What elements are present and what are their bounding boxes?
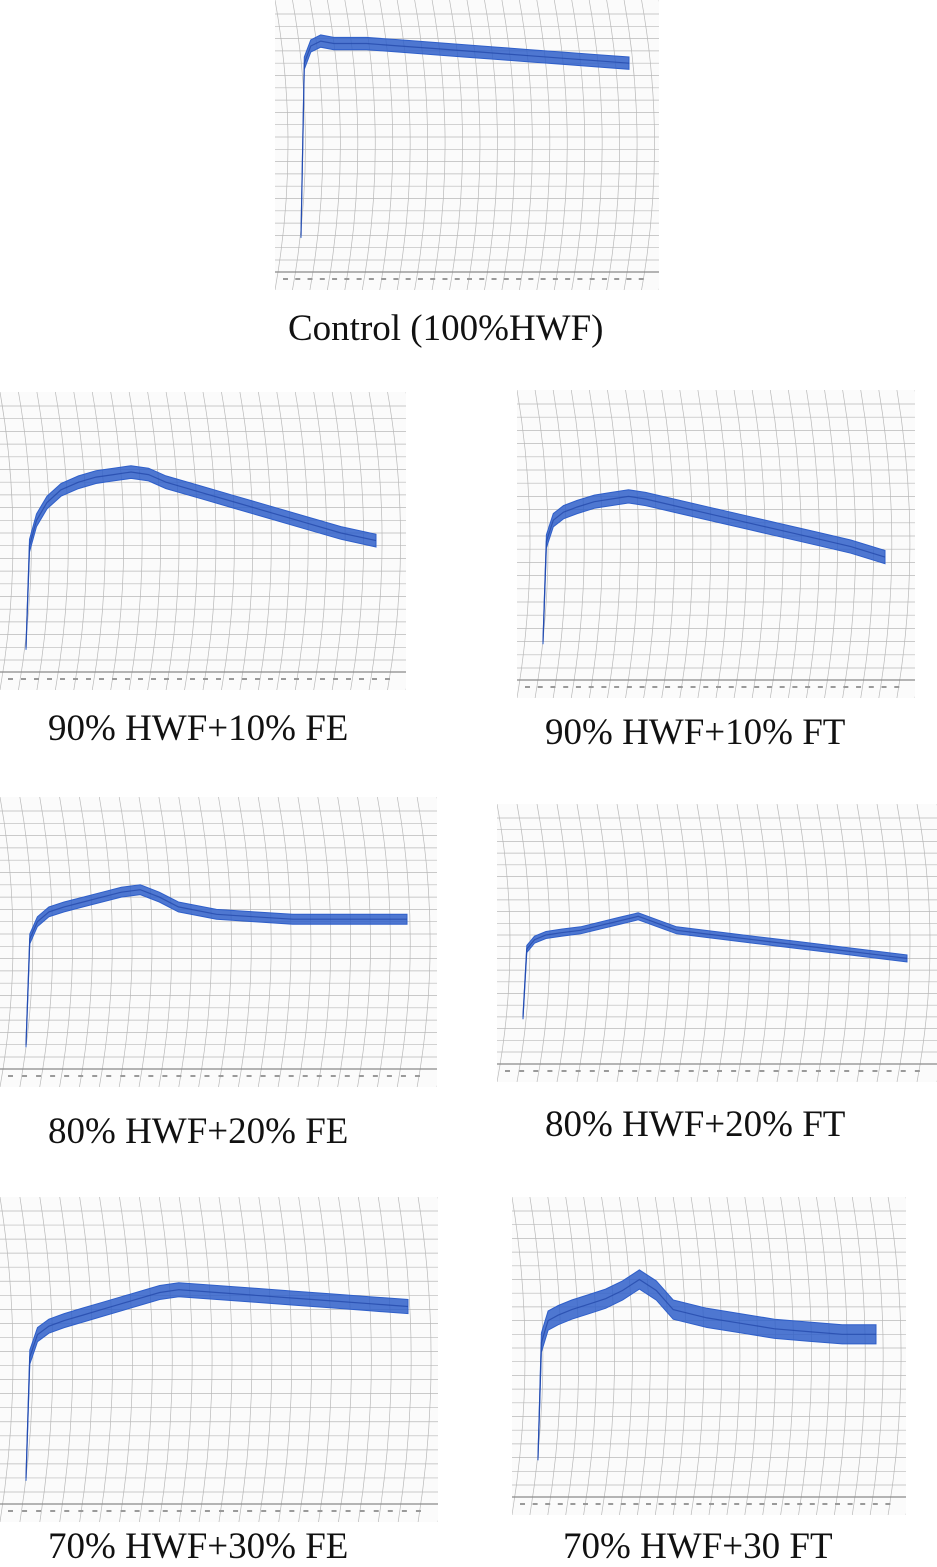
chart-trace-band [25, 465, 377, 650]
chart-trace-line [537, 1278, 876, 1458]
chart-panel-70-ft [512, 1197, 906, 1515]
chart-trace-band [25, 1282, 409, 1481]
chart-paper [0, 797, 437, 1087]
chart-trace-band [522, 912, 908, 1020]
chart-trace-line [25, 1289, 409, 1478]
chart-panel-90-fe [0, 392, 406, 690]
chart-baseline-ticks [8, 1075, 420, 1077]
chart-grid [0, 392, 406, 690]
chart-paper [0, 392, 406, 690]
chart-baseline-ticks [505, 1070, 920, 1072]
caption-90-fe: 90% HWF+10% FE [48, 708, 349, 749]
caption-70-fe: 70% HWF+30% FE [48, 1526, 349, 1567]
chart-panel-80-fe [0, 797, 437, 1087]
chart-90-fe [0, 392, 406, 690]
chart-trace-band [25, 884, 408, 1048]
chart-grid [512, 1197, 906, 1515]
chart-70-fe [0, 1197, 438, 1522]
chart-trace-band [542, 489, 886, 645]
chart-baseline-ticks [8, 1510, 421, 1512]
chart-baseline-ticks [8, 678, 390, 680]
caption-control: Control (100%HWF) [288, 308, 604, 349]
chart-control [275, 0, 659, 290]
chart-trace-band [537, 1269, 877, 1461]
caption-80-ft: 80% HWF+20% FT [545, 1104, 846, 1145]
chart-trace-line [522, 915, 908, 1017]
chart-baseline-ticks [283, 278, 644, 280]
chart-paper [0, 1197, 438, 1522]
chart-panel-90-ft [517, 390, 915, 698]
chart-panel-control [275, 0, 659, 290]
chart-80-ft [497, 804, 937, 1082]
chart-trace-line [25, 471, 377, 648]
chart-panel-70-fe [0, 1197, 438, 1522]
chart-baseline-ticks [520, 1503, 891, 1505]
chart-80-fe [0, 797, 437, 1087]
chart-trace-line [25, 889, 407, 1045]
caption-70-ft: 70% HWF+30 FT [563, 1526, 833, 1567]
chart-baseline-ticks [525, 686, 900, 688]
caption-80-fe: 80% HWF+20% FE [48, 1111, 349, 1152]
caption-90-ft: 90% HWF+10% FT [545, 712, 846, 753]
chart-trace-band [300, 34, 630, 238]
chart-90-ft [517, 390, 915, 698]
chart-paper [512, 1197, 906, 1515]
chart-grid [517, 390, 915, 698]
chart-70-ft [512, 1197, 906, 1515]
chart-grid [0, 1197, 438, 1522]
chart-trace-line [300, 40, 630, 236]
chart-trace-line [542, 495, 886, 642]
chart-panel-80-ft [497, 804, 937, 1082]
